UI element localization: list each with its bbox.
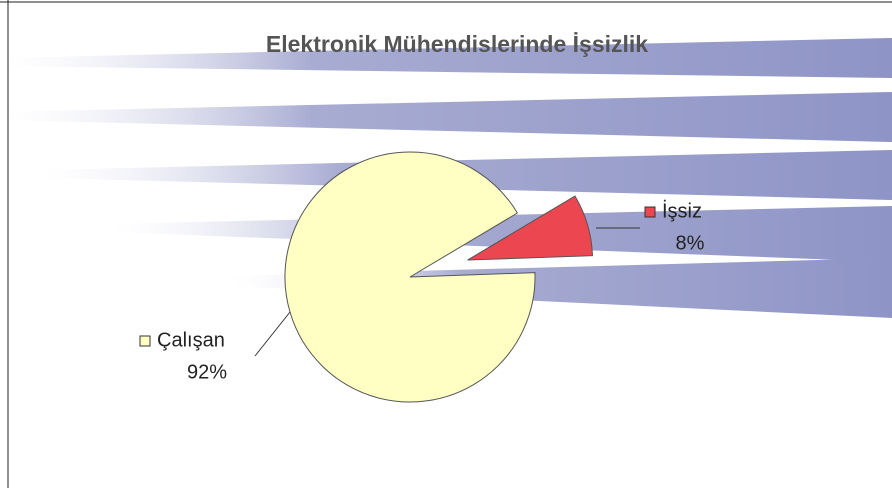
slice-value-label: 8%: [676, 232, 705, 254]
chart-title: Elektronik Mühendislerinde İşsizlik: [266, 31, 648, 57]
legend-swatch: [139, 335, 151, 347]
pie-slice: [467, 195, 594, 261]
slice-category-label: İşsiz: [662, 199, 702, 222]
slice-value-label: 92%: [187, 361, 227, 383]
pie-slice: [284, 151, 536, 403]
leader-line: [254, 311, 291, 357]
slice-category-label: Çalışan: [157, 329, 225, 351]
legend-swatch: [644, 206, 656, 218]
